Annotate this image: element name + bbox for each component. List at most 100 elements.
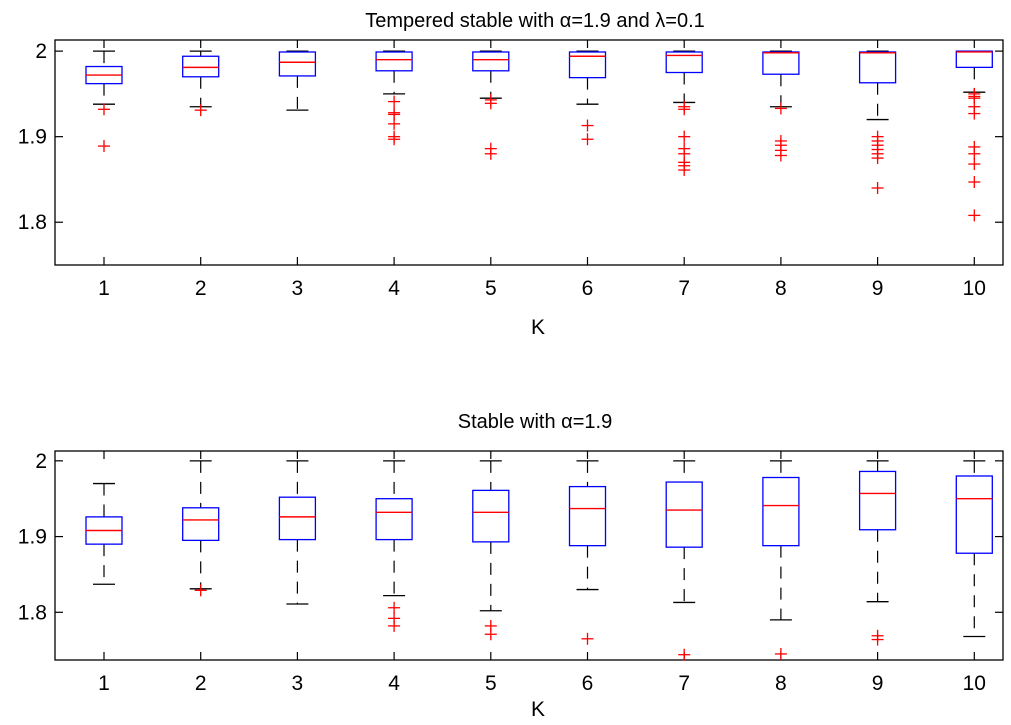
x-tick-label: 1 [98, 277, 110, 300]
box-body [955, 50, 993, 69]
outlier-marker [388, 601, 401, 614]
box-body [858, 51, 897, 84]
box-body [568, 51, 607, 79]
plot-frame [54, 450, 1004, 661]
box-9 [858, 50, 897, 195]
outlier-marker [871, 182, 884, 195]
x-tick-label: 3 [292, 277, 304, 300]
box-5 [472, 50, 510, 160]
outlier-marker [871, 633, 884, 646]
x-axis-label: K [531, 698, 545, 721]
outlier-marker [968, 147, 981, 160]
outlier-marker [774, 102, 787, 115]
outlier-marker [774, 647, 787, 660]
x-tick-label: 1 [98, 672, 110, 695]
box-3 [278, 460, 317, 605]
x-tick-label: 2 [195, 277, 207, 300]
box-body [472, 51, 510, 72]
outlier-marker [871, 152, 884, 165]
box-6 [568, 460, 607, 645]
outlier-marker [388, 133, 401, 146]
box-7 [665, 460, 703, 661]
outlier-marker [484, 97, 497, 110]
outlier-marker [194, 104, 207, 117]
outlier-marker [678, 648, 691, 661]
plot-frame [54, 39, 1004, 266]
chart-title: Stable with α=1.9 [458, 411, 612, 433]
outlier-marker [968, 158, 981, 171]
box-8 [762, 460, 800, 660]
box-body [375, 51, 413, 72]
boxplot-tempered-stable: Tempered stable with α=1.9 and λ=0.1 K 1… [18, 10, 1004, 339]
y-tick-label: 1.9 [18, 526, 47, 549]
x-tick-label: 6 [582, 672, 594, 695]
outlier-marker [484, 628, 497, 641]
outlier-marker [968, 209, 981, 222]
x-tick-label: 10 [963, 277, 986, 300]
box-5 [472, 460, 510, 641]
x-axis-label: K [531, 316, 545, 339]
box-1 [85, 482, 123, 585]
box-3 [278, 50, 317, 111]
box-body [762, 476, 800, 547]
x-tick-label: 9 [872, 672, 884, 695]
y-tick-label: 2 [35, 450, 47, 473]
boxplot-stable: Stable with α=1.9 K 1.8 1.9 2 1 2 3 4 5 6 7 8 9 10 [18, 411, 1004, 721]
box-6 [568, 50, 607, 146]
x-tick-label: 3 [292, 672, 304, 695]
x-tick-label: 9 [872, 277, 884, 300]
box-10 [955, 460, 993, 638]
box-body [955, 475, 993, 554]
box-body [182, 55, 220, 78]
x-tick-label: 10 [963, 672, 986, 695]
y-tick-label: 2 [35, 40, 47, 63]
outlier-marker [194, 584, 207, 597]
x-tick-label: 7 [678, 277, 690, 300]
y-tick-label: 1.8 [18, 211, 47, 234]
box-4 [375, 50, 413, 146]
x-tick-label: 8 [775, 277, 787, 300]
outlier-marker [678, 103, 691, 116]
box-2 [182, 460, 220, 597]
outlier-marker [678, 164, 691, 177]
box-8 [762, 50, 800, 162]
box-body [375, 498, 413, 541]
box-body [278, 51, 317, 77]
y-tick-label: 1.8 [18, 601, 47, 624]
outlier-marker [581, 133, 594, 146]
chart-title: Tempered stable with α=1.9 and λ=0.1 [365, 10, 705, 32]
outlier-marker [98, 103, 110, 116]
x-tick-label: 5 [485, 277, 497, 300]
outlier-marker [968, 176, 981, 189]
box-2 [182, 50, 220, 117]
outlier-marker [484, 147, 497, 160]
outlier-marker [388, 619, 401, 632]
outlier-marker [388, 95, 401, 108]
outlier-marker [581, 632, 594, 645]
outlier-marker [968, 107, 981, 120]
box-body [568, 485, 607, 547]
box-body [762, 51, 800, 75]
box-body [472, 489, 510, 543]
box-4 [375, 460, 413, 632]
x-tick-label: 8 [775, 672, 787, 695]
box-9 [858, 460, 897, 646]
outlier-marker [774, 149, 787, 162]
x-tick-label: 4 [388, 277, 400, 300]
box-body [182, 507, 220, 542]
x-tick-label: 4 [388, 672, 400, 695]
outlier-marker [98, 140, 110, 153]
box-body [858, 470, 897, 531]
y-tick-label: 1.9 [18, 126, 47, 149]
x-tick-label: 5 [485, 672, 497, 695]
box-10 [955, 50, 993, 222]
box-1 [85, 50, 123, 153]
x-tick-label: 7 [678, 672, 690, 695]
outlier-marker [388, 117, 401, 130]
x-tick-label: 6 [582, 277, 594, 300]
outlier-marker [581, 119, 594, 132]
box-body [665, 481, 703, 548]
x-tick-label: 2 [195, 672, 207, 695]
outlier-marker [678, 130, 691, 143]
